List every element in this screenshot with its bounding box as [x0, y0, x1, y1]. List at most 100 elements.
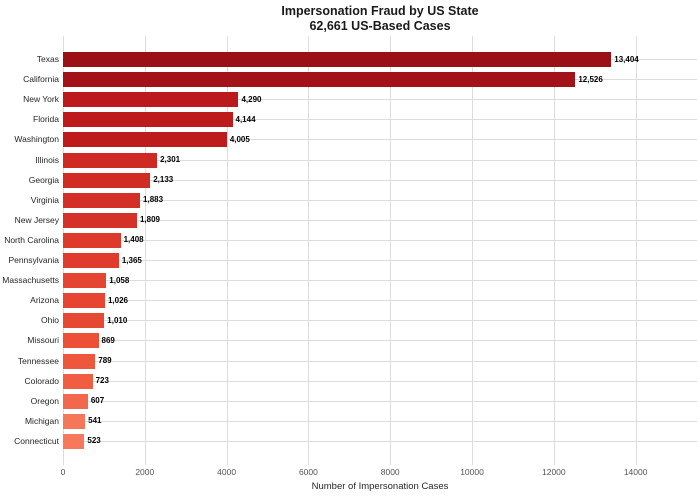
gridline-horizontal [63, 380, 697, 382]
gridline-vertical [553, 36, 555, 465]
gridline-horizontal [63, 139, 697, 141]
y-tick-label: Connecticut [14, 435, 59, 446]
bar-value-label: 4,290 [241, 94, 262, 104]
x-tick-label: 0 [60, 467, 66, 477]
chart-title-line2: 62,661 US-Based Cases [309, 19, 451, 33]
bar-value-label: 2,133 [153, 175, 174, 185]
gridline-horizontal [63, 199, 697, 201]
y-tick-label: Illinois [35, 154, 59, 165]
y-tick-label: Ohio [41, 315, 59, 326]
bar-value-label: 1,809 [139, 215, 161, 225]
bar [63, 393, 88, 409]
bar [63, 192, 141, 208]
y-tick-label: North Carolina [4, 234, 59, 245]
y-tick-label: Oregon [30, 395, 59, 406]
gridline-vertical [226, 36, 228, 465]
y-tick-label: New Jersey [14, 214, 59, 225]
bar-value-label: 12,526 [578, 74, 603, 84]
gridline-vertical [472, 36, 474, 465]
bar [63, 273, 107, 289]
gridline-vertical [635, 36, 637, 465]
bar-value-label: 13,404 [614, 54, 639, 64]
y-tick-label: California [23, 74, 59, 85]
bar-value-label: 541 [88, 416, 102, 426]
bar [63, 373, 93, 389]
gridline-horizontal [63, 119, 697, 121]
bar [63, 232, 121, 248]
bar [63, 52, 612, 68]
y-tick-label: Missouri [27, 335, 59, 346]
plot-area: 13,404 12,526 4,290 4,144 4,005 2,301 2,133 1,8… [63, 36, 697, 465]
bar [63, 433, 85, 449]
bar-value-label: 1,058 [109, 275, 130, 285]
bar-value-label: 1,026 [107, 295, 128, 305]
bar [63, 132, 227, 148]
y-tick-label: Colorado [24, 375, 60, 386]
bar [63, 293, 105, 309]
chart-title-line1: Impersonation Fraud by US State [281, 4, 479, 18]
gridline-horizontal [63, 320, 697, 322]
y-tick-label: Arizona [30, 295, 59, 306]
y-tick-label: Florida [33, 114, 59, 125]
bar-value-label: 607 [90, 396, 105, 406]
bar [63, 212, 137, 228]
y-tick-label: New York [23, 94, 59, 105]
gridline-vertical [63, 36, 64, 465]
bar [63, 413, 86, 429]
gridline-horizontal [63, 219, 697, 221]
y-tick-label: Michigan [24, 415, 59, 426]
y-tick-label: Georgia [28, 174, 59, 185]
x-tick-label: 12000 [542, 467, 566, 477]
bar-value-label: 1,883 [143, 195, 164, 205]
bar [63, 152, 158, 168]
gridline-horizontal [63, 360, 697, 362]
gridline-horizontal [63, 300, 697, 302]
bar-value-label: 4,144 [235, 114, 256, 124]
y-tick-label: Washington [14, 134, 59, 145]
bar-value-label: 869 [101, 335, 115, 345]
bar-value-label: 523 [87, 436, 101, 446]
bar [63, 253, 119, 269]
y-tick-label: Pennsylvania [8, 255, 59, 266]
x-tick-label: 8000 [380, 467, 400, 477]
gridline-horizontal [63, 239, 697, 241]
bar [63, 333, 99, 349]
x-tick-label: 10000 [460, 467, 484, 477]
bar [63, 112, 233, 128]
gridline-horizontal [63, 400, 697, 402]
chart-title: Impersonation Fraud by US State 62,661 U… [63, 4, 697, 34]
bar-value-label: 1,408 [123, 235, 144, 245]
bar-value-label: 1,010 [107, 315, 128, 325]
x-tick-label: 14000 [623, 467, 648, 477]
bar-value-label: 1,365 [121, 255, 142, 265]
bar-value-label: 2,301 [160, 155, 181, 165]
gridline-horizontal [63, 420, 697, 422]
gridline-horizontal [63, 440, 697, 442]
gridline-horizontal [63, 280, 697, 282]
bar-value-label: 723 [95, 376, 109, 386]
x-tick-label: 6000 [298, 467, 318, 477]
bar [63, 92, 239, 108]
bar [63, 72, 576, 88]
y-tick-label: Virginia [30, 194, 59, 205]
gridline-horizontal [63, 159, 697, 161]
gridline-horizontal [63, 340, 697, 342]
bar [63, 313, 105, 329]
gridline-horizontal [63, 179, 697, 181]
gridline-vertical [390, 36, 392, 465]
bar [63, 172, 151, 188]
gridline-horizontal [63, 260, 697, 262]
bar-value-label: 4,005 [229, 134, 250, 144]
y-tick-label: Massachusetts [2, 275, 59, 286]
x-tick-label: 2000 [135, 467, 155, 477]
y-tick-label: Texas [36, 54, 59, 65]
gridline-horizontal [63, 99, 697, 101]
gridline-vertical [308, 36, 310, 465]
gridline-vertical [144, 36, 146, 465]
y-tick-label: Tennessee [17, 355, 59, 366]
x-tick-label: 4000 [217, 467, 237, 477]
bar-value-label: 789 [98, 356, 112, 366]
bar [63, 353, 96, 369]
x-axis-title: Number of Impersonation Cases [311, 481, 449, 492]
